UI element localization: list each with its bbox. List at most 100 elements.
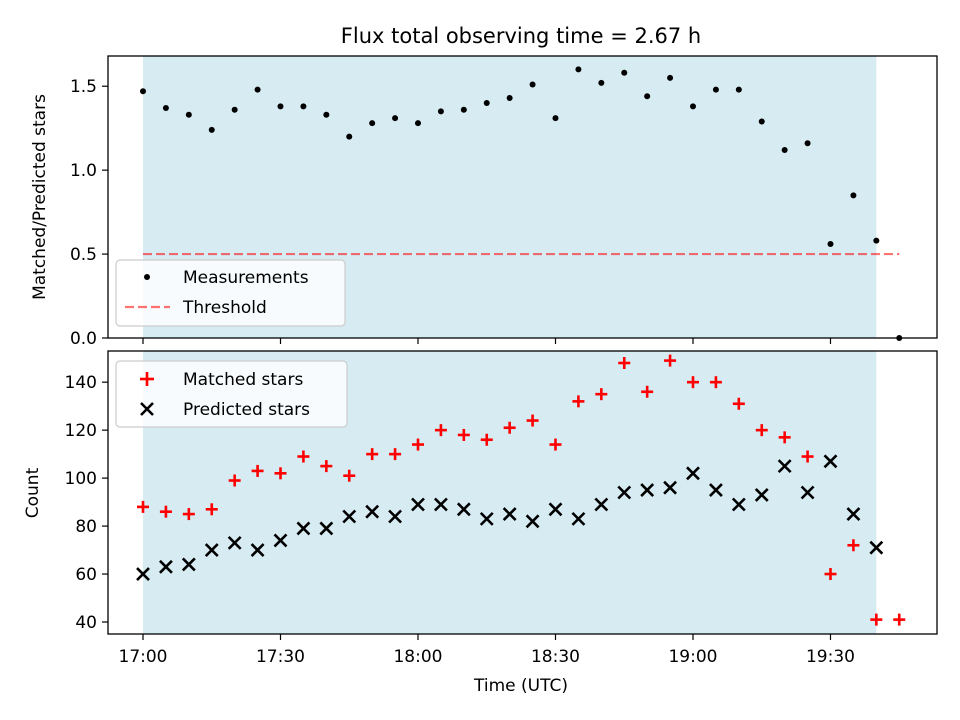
measurement-point xyxy=(781,147,788,153)
matched-stars-point xyxy=(366,448,379,461)
matched-stars-point xyxy=(755,424,768,437)
measurement-point xyxy=(300,103,307,110)
x-tick-label: 18:30 xyxy=(531,647,580,667)
matched-stars-point xyxy=(778,431,791,444)
predicted-stars-point xyxy=(319,521,334,536)
measurement-point xyxy=(644,93,651,100)
top-y-tick-label: 0.0 xyxy=(70,329,97,349)
matched-stars-point xyxy=(732,397,745,410)
legend-matched-label: Matched stars xyxy=(183,370,303,390)
predicted-stars-point xyxy=(273,533,288,548)
matched-stars-point xyxy=(274,467,287,480)
predicted-stars-point xyxy=(663,480,677,495)
measurement-point xyxy=(185,111,192,118)
bottom-panel: 40 60 80 100 120 140 17:00 17:30 18:00 18:30 19:0… xyxy=(23,350,938,696)
legend-matched-marker xyxy=(140,372,154,386)
predicted-stars-point xyxy=(686,466,700,481)
bottom-y-tick-label: 100 xyxy=(65,469,97,489)
matched-stars-point xyxy=(480,433,493,446)
measurement-point xyxy=(254,86,261,93)
matched-stars-point xyxy=(847,539,860,552)
predicted-stars-point xyxy=(502,507,517,522)
predicted-stars-point xyxy=(250,543,265,557)
predicted-stars-point xyxy=(525,514,540,529)
matched-stars-point xyxy=(870,613,883,626)
measurement-point xyxy=(231,106,238,113)
matched-stars-point xyxy=(618,356,631,369)
predicted-stars-point xyxy=(411,497,425,512)
predicted-stars-point xyxy=(433,497,448,512)
x-tick-label: 17:00 xyxy=(119,647,168,667)
matched-stars-point xyxy=(137,500,149,513)
top-plot-frame xyxy=(107,55,938,339)
x-tick-label: 19:00 xyxy=(668,647,717,667)
matched-stars-point xyxy=(457,428,470,441)
bottom-legend: Matched stars Predicted stars xyxy=(115,360,348,428)
measurement-point xyxy=(712,86,719,93)
measurement-point xyxy=(758,118,765,125)
measurement-point xyxy=(392,115,399,122)
predicted-stars-point xyxy=(296,521,311,536)
measurement-point xyxy=(873,237,880,244)
measurement-point xyxy=(208,126,215,133)
predicted-stars-point xyxy=(708,483,723,498)
matched-stars-point xyxy=(411,438,424,451)
measurement-point xyxy=(804,140,811,147)
measurement-point xyxy=(277,103,284,110)
bottom-y-tick-label: 40 xyxy=(75,613,97,633)
predicted-stars-point xyxy=(571,511,586,526)
measurement-point xyxy=(346,133,353,140)
legend-measurements-marker xyxy=(144,274,150,280)
measurement-point xyxy=(598,79,605,86)
matched-stars-point xyxy=(503,421,516,434)
predicted-stars-point xyxy=(754,487,769,502)
measurement-point xyxy=(575,66,582,73)
predicted-stars-point xyxy=(456,502,471,517)
x-tick-label: 17:30 xyxy=(256,647,305,667)
measurement-point xyxy=(437,108,444,115)
predicted-stars-point xyxy=(181,557,196,572)
measurement-point xyxy=(667,74,674,81)
measurement-point xyxy=(369,120,376,127)
matched-stars-point xyxy=(159,505,172,518)
predicted-stars-point xyxy=(594,497,609,512)
predicted-stars-point xyxy=(777,459,792,474)
legend-predicted-marker xyxy=(140,402,154,416)
predicted-stars-point xyxy=(479,511,494,526)
matched-stars-point xyxy=(434,424,447,437)
matched-stars-point xyxy=(709,376,722,389)
matched-stars-point xyxy=(389,448,402,461)
top-y-tick-label: 1.5 xyxy=(70,77,97,97)
bottom-y-tick-label: 60 xyxy=(75,565,97,585)
top-legend: Measurements Threshold xyxy=(115,259,346,327)
top-y-tick-label: 1.0 xyxy=(70,161,97,181)
measurement-point xyxy=(162,105,169,112)
measurement-point xyxy=(850,192,857,199)
matched-stars-point xyxy=(893,613,906,626)
legend-predicted-label: Predicted stars xyxy=(183,400,310,420)
predicted-stars-point xyxy=(731,497,746,512)
bottom-y-tick-label: 120 xyxy=(65,421,97,441)
matched-stars-point xyxy=(205,503,218,516)
measurement-point xyxy=(140,88,146,95)
matched-stars-point xyxy=(182,508,195,521)
matched-stars-point xyxy=(297,450,310,463)
bottom-y-axis-label: Count xyxy=(23,467,43,518)
chart-title: Flux total observing time = 2.67 h xyxy=(341,24,701,48)
matched-stars-point xyxy=(801,450,814,463)
matched-stars-point xyxy=(595,388,608,401)
predicted-stars-point xyxy=(204,543,219,557)
measurement-point xyxy=(621,69,628,76)
predicted-stars-point xyxy=(342,509,357,524)
matched-stars-point xyxy=(251,464,264,477)
matched-stars-point xyxy=(549,438,562,451)
matched-stars-point xyxy=(664,354,677,367)
predicted-stars-point xyxy=(227,535,242,550)
matched-stars-point xyxy=(343,469,356,482)
x-tick-label: 19:30 xyxy=(806,647,855,667)
top-panel: 0.0 0.5 1.0 1.5 Matched/Predicted stars Mea… xyxy=(30,55,938,349)
measurement-point xyxy=(529,81,536,88)
measurement-point xyxy=(483,100,490,106)
bottom-y-tick-label: 140 xyxy=(65,373,97,393)
